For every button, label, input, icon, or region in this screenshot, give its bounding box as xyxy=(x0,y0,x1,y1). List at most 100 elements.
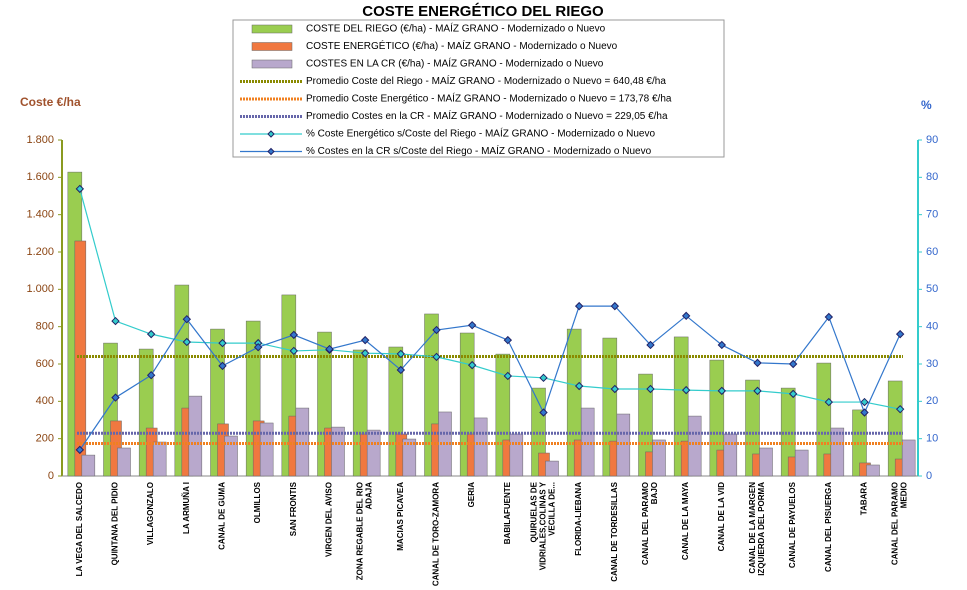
line-marker xyxy=(467,360,477,370)
legend-swatch xyxy=(251,24,293,34)
y-axis-title: Coste €/ha xyxy=(20,95,81,109)
y-tick-label: 1.400 xyxy=(26,209,54,221)
line-marker xyxy=(610,384,620,394)
line-marker xyxy=(503,335,513,345)
line-marker xyxy=(289,330,299,340)
bar xyxy=(723,433,738,477)
y-tick-label: 800 xyxy=(36,321,54,333)
bar xyxy=(652,439,666,477)
bar xyxy=(402,438,417,477)
x-tick-label: TABARA xyxy=(860,482,869,515)
line-marker xyxy=(503,371,513,381)
x-tick-label: CANAL DEL PARAMO BAJO xyxy=(641,482,659,565)
bar xyxy=(794,449,809,477)
line-marker xyxy=(824,312,834,322)
chart-title: COSTE ENERGÉTICO DEL RIEGO xyxy=(362,3,604,20)
y2-tick-label: 0 xyxy=(926,470,932,482)
x-tick-label: SAN FRONTIS xyxy=(289,481,298,536)
y-tick-label: 1.600 xyxy=(26,171,54,183)
y2-tick-label: 90 xyxy=(926,134,938,146)
line-marker xyxy=(717,386,727,396)
line-marker xyxy=(396,349,406,359)
bar xyxy=(117,447,131,477)
y2-tick-label: 40 xyxy=(926,321,938,333)
legend-label: COSTE DEL RIEGO (€/ha) - MAÍZ GRANO - Mo… xyxy=(306,22,606,35)
line-marker xyxy=(753,386,762,396)
x-tick-label: CANAL DE TORO-ZAMORA xyxy=(432,482,441,586)
line-marker xyxy=(253,342,263,352)
line-marker xyxy=(218,338,227,348)
y2-tick-label: 20 xyxy=(926,395,938,407)
x-tick-label: MACIAS PICAVEA xyxy=(396,482,405,551)
bar xyxy=(331,426,345,477)
bar xyxy=(259,422,274,477)
x-tick-label: QUINTANA DEL PIDIO xyxy=(111,482,120,565)
y-tick-label: 1.200 xyxy=(26,246,54,258)
bar xyxy=(366,429,381,477)
y-tick-label: 400 xyxy=(36,395,54,407)
x-tick-label: CANAL DE PAYUELOS xyxy=(788,481,797,568)
line-marker xyxy=(574,381,584,391)
y2-tick-label: 10 xyxy=(926,433,938,445)
x-tick-label: VILLAGONZALO xyxy=(146,482,155,545)
bar xyxy=(580,407,595,477)
legend-label: Promedio Coste Energético - MAÍZ GRANO -… xyxy=(306,92,672,105)
x-tick-label: CANAL DE LA VID xyxy=(717,482,726,552)
y-tick-label: 1.000 xyxy=(26,283,54,295)
y-tick-label: 0 xyxy=(48,470,54,482)
y-tick-label: 1.800 xyxy=(26,134,54,146)
legend-label: Promedio Coste del Riego - MAÍZ GRANO - … xyxy=(306,74,666,87)
line-series xyxy=(79,305,901,451)
line-marker xyxy=(574,301,584,311)
line-marker xyxy=(681,385,691,395)
x-tick-label: CANAL DE LA MAYA xyxy=(681,482,690,560)
line-marker xyxy=(146,329,156,339)
bar xyxy=(901,439,916,477)
line-marker xyxy=(396,365,406,375)
line-series xyxy=(79,188,901,410)
y2-axis-title: % xyxy=(921,98,932,112)
bar xyxy=(687,415,702,477)
line-marker xyxy=(717,340,727,350)
line-marker xyxy=(182,337,192,347)
x-tick-label: ZONA REGABLE DEL RIO ADAJA xyxy=(356,482,374,580)
x-tick-label: GERIA xyxy=(467,482,476,508)
x-tick-label: QUIRUELAS DE VIDRIALES,COLINAS Y VECILLA… xyxy=(530,481,557,572)
x-tick-label: VIRGEN DEL AVISO xyxy=(325,482,334,557)
line-marker xyxy=(467,320,477,330)
legend-label: COSTES EN LA CR (€/ha) - MAÍZ GRANO - Mo… xyxy=(306,57,604,70)
bar xyxy=(295,407,310,477)
legend-label: % Costes en la CR s/Coste del Riego - MA… xyxy=(306,144,652,157)
legend-label: % Coste Energético s/Coste del Riego - M… xyxy=(306,127,655,140)
y2-tick-label: 30 xyxy=(926,358,938,370)
line-marker xyxy=(218,361,227,371)
line-marker xyxy=(111,316,120,326)
x-tick-label: CANAL DEL PARAMO MEDIO xyxy=(891,482,909,565)
line-marker xyxy=(824,397,834,407)
legend-swatch xyxy=(251,59,293,69)
line-marker xyxy=(539,373,548,383)
legend-box xyxy=(232,19,725,158)
x-tick-label: CANAL DE GUMA xyxy=(218,482,227,550)
line-marker xyxy=(146,370,156,380)
y2-tick-label: 50 xyxy=(926,283,938,295)
line-marker xyxy=(788,359,798,369)
x-tick-label: BABILAFUENTE xyxy=(503,481,512,544)
line-marker xyxy=(860,408,869,417)
y2-tick-label: 80 xyxy=(926,171,938,183)
line-marker xyxy=(788,389,798,399)
line-marker xyxy=(360,335,370,345)
line-marker xyxy=(610,301,620,311)
legend-swatch xyxy=(251,42,293,51)
line-marker xyxy=(646,340,655,350)
line-marker xyxy=(860,397,869,407)
x-tick-label: LA ARMUÑA I xyxy=(182,482,191,534)
legend-label: Promedio Costes en la CR - MAÍZ GRANO - … xyxy=(306,109,668,122)
legend-swatch xyxy=(267,130,275,138)
bar xyxy=(188,395,203,477)
x-tick-label: FLORIDA-LIEBANA xyxy=(574,482,583,556)
bar xyxy=(81,454,96,477)
y2-tick-label: 70 xyxy=(926,209,938,221)
line-marker xyxy=(753,358,762,368)
